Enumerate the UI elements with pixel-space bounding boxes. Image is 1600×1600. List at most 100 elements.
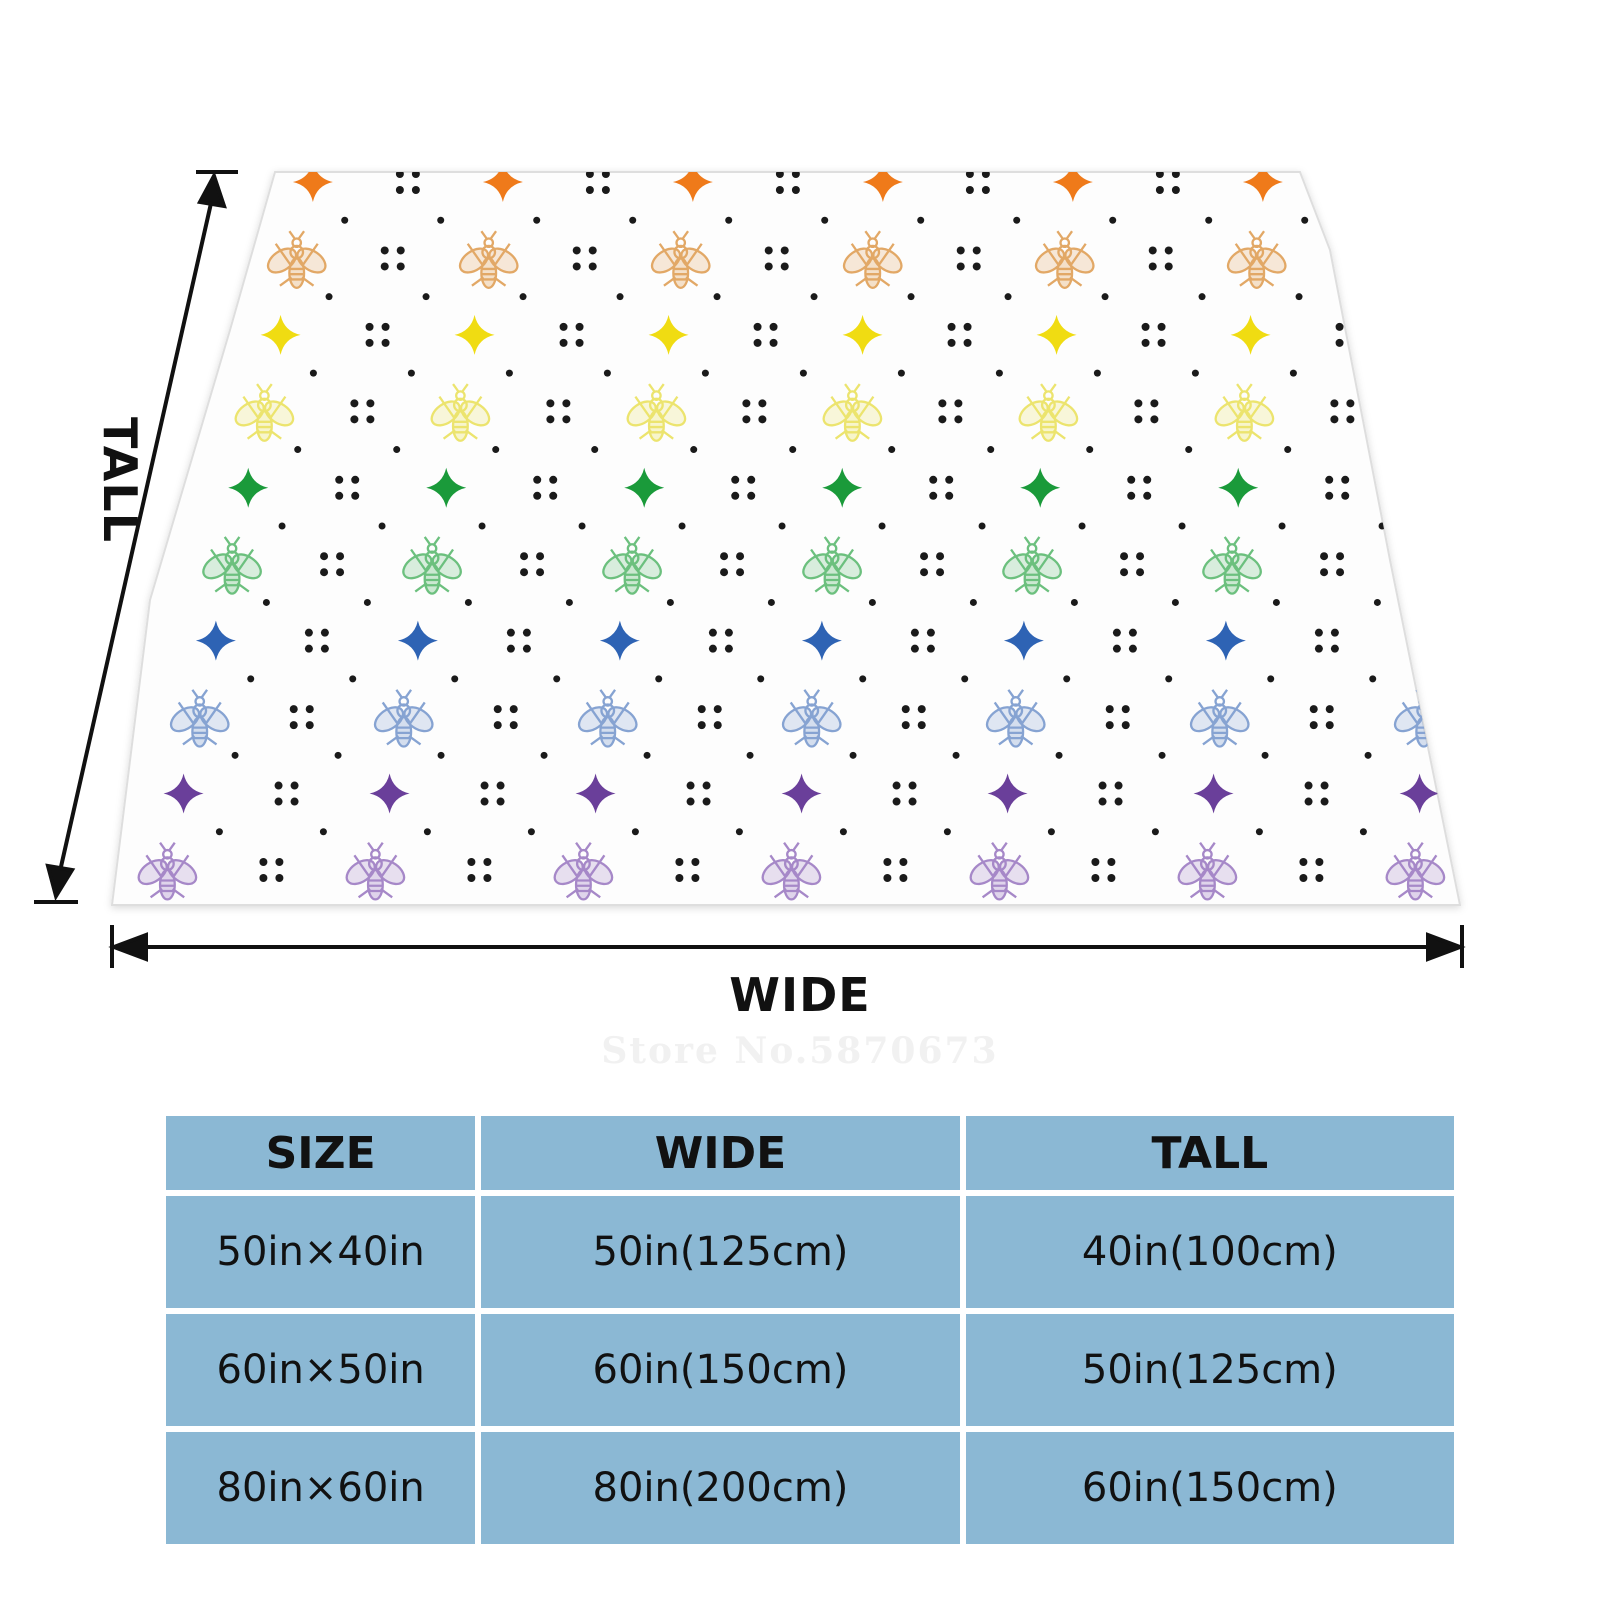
pattern-dot	[1114, 781, 1123, 790]
pattern-dot	[697, 721, 706, 730]
pattern-dot	[1536, 170, 1544, 178]
pattern-dot	[832, 140, 839, 147]
pattern-dot	[1546, 339, 1554, 347]
pattern-dot	[910, 628, 919, 637]
pattern-dot	[954, 415, 963, 424]
blanket-pattern	[137, 140, 1588, 901]
pattern-dot	[274, 797, 283, 806]
pattern-dot	[938, 399, 947, 408]
pattern-dot	[938, 415, 947, 424]
pattern-dot	[1511, 798, 1519, 806]
pattern-dot	[1345, 186, 1354, 194]
pattern-dot	[1112, 644, 1121, 653]
pattern-dot	[395, 172, 404, 178]
pattern-dot	[1533, 262, 1541, 270]
pattern-dot	[546, 399, 555, 408]
pattern-dot	[1121, 721, 1130, 730]
pattern-dot	[945, 491, 954, 500]
pattern-dot	[791, 172, 800, 178]
pattern-dot	[325, 293, 333, 301]
tall-cell: 60in(150cm)	[965, 1432, 1454, 1544]
pattern-dot	[1530, 721, 1538, 729]
pattern-dot	[1143, 491, 1152, 500]
pattern-dot	[702, 797, 711, 806]
pattern-dot	[1336, 552, 1345, 561]
pattern-dot	[1482, 446, 1489, 453]
pattern-dot	[1552, 186, 1560, 194]
pattern-dot	[351, 475, 360, 484]
star-motif	[1020, 467, 1061, 508]
pattern-dot	[917, 721, 926, 730]
pattern-dot	[1330, 628, 1339, 637]
pattern-dot	[1340, 262, 1349, 271]
pattern-dot	[920, 552, 929, 561]
pattern-dot	[1004, 293, 1012, 301]
pattern-dot	[769, 338, 778, 347]
pattern-dot	[1055, 751, 1063, 759]
pattern-dot	[1527, 782, 1535, 790]
pattern-dot	[1471, 675, 1478, 682]
pattern-dot	[954, 399, 963, 408]
pattern-dot	[366, 415, 375, 424]
bee-motif	[969, 842, 1030, 901]
star-motif	[195, 620, 236, 661]
star-motif	[987, 773, 1028, 814]
bee-motif	[345, 842, 406, 901]
pattern-dot	[1078, 522, 1086, 530]
pattern-dot	[1299, 874, 1308, 882]
bee-motif	[458, 230, 519, 289]
pattern-dot	[1267, 675, 1275, 683]
pattern-dot	[1507, 874, 1515, 882]
pattern-dot	[1335, 322, 1344, 331]
pattern-dot	[1573, 675, 1580, 682]
pattern-dot	[839, 828, 847, 836]
star-motif	[1052, 172, 1093, 202]
pattern-dot	[926, 644, 935, 653]
pattern-dot	[907, 293, 915, 301]
pattern-dot	[956, 262, 965, 271]
pattern-dot	[1191, 369, 1199, 377]
pattern-dot	[1325, 721, 1334, 730]
pattern-dot	[1581, 446, 1588, 453]
pattern-dot	[1148, 246, 1157, 255]
pattern-dot	[505, 369, 513, 377]
pattern-dot	[1141, 338, 1150, 347]
pattern-dot	[1517, 629, 1525, 637]
pattern-dot	[735, 828, 743, 836]
pattern-dot	[334, 751, 342, 759]
pattern-dot	[1185, 446, 1193, 454]
pattern-dot	[1157, 322, 1166, 331]
pattern-dot	[1320, 552, 1329, 561]
pattern-dot	[799, 369, 807, 377]
pattern-dot	[396, 246, 405, 255]
header-tall: TALL	[965, 1116, 1454, 1190]
pattern-dot	[1387, 369, 1395, 377]
pattern-dot	[1212, 140, 1219, 147]
pattern-dot	[1330, 415, 1339, 424]
tall-dimension-arrow	[34, 170, 238, 904]
pattern-dot	[1523, 476, 1531, 484]
pattern-dot	[1468, 752, 1475, 759]
pattern-dot	[747, 475, 756, 484]
pattern-dot	[527, 828, 535, 836]
bee-motif	[1402, 536, 1460, 595]
pattern-dot	[572, 246, 581, 255]
pattern-dot	[549, 475, 558, 484]
size-cell: 50in×40in	[166, 1196, 476, 1308]
pattern-dot	[259, 874, 268, 882]
pattern-dot	[1325, 491, 1334, 500]
pattern-dot	[917, 705, 926, 714]
pattern-dot	[713, 705, 722, 714]
pattern-dot	[1278, 522, 1286, 530]
pattern-dot	[1530, 323, 1538, 331]
pattern-dot	[1315, 858, 1324, 866]
pattern-dot	[483, 874, 492, 882]
pattern-dot	[1022, 140, 1029, 147]
pattern-dot	[522, 628, 531, 637]
pattern-dot	[1255, 828, 1263, 836]
pattern-dot	[1098, 781, 1107, 790]
pattern-dot	[1261, 751, 1269, 759]
wide-cell: 80in(200cm)	[481, 1432, 960, 1544]
pattern-dot	[1101, 293, 1109, 301]
pattern-dot	[480, 781, 489, 790]
